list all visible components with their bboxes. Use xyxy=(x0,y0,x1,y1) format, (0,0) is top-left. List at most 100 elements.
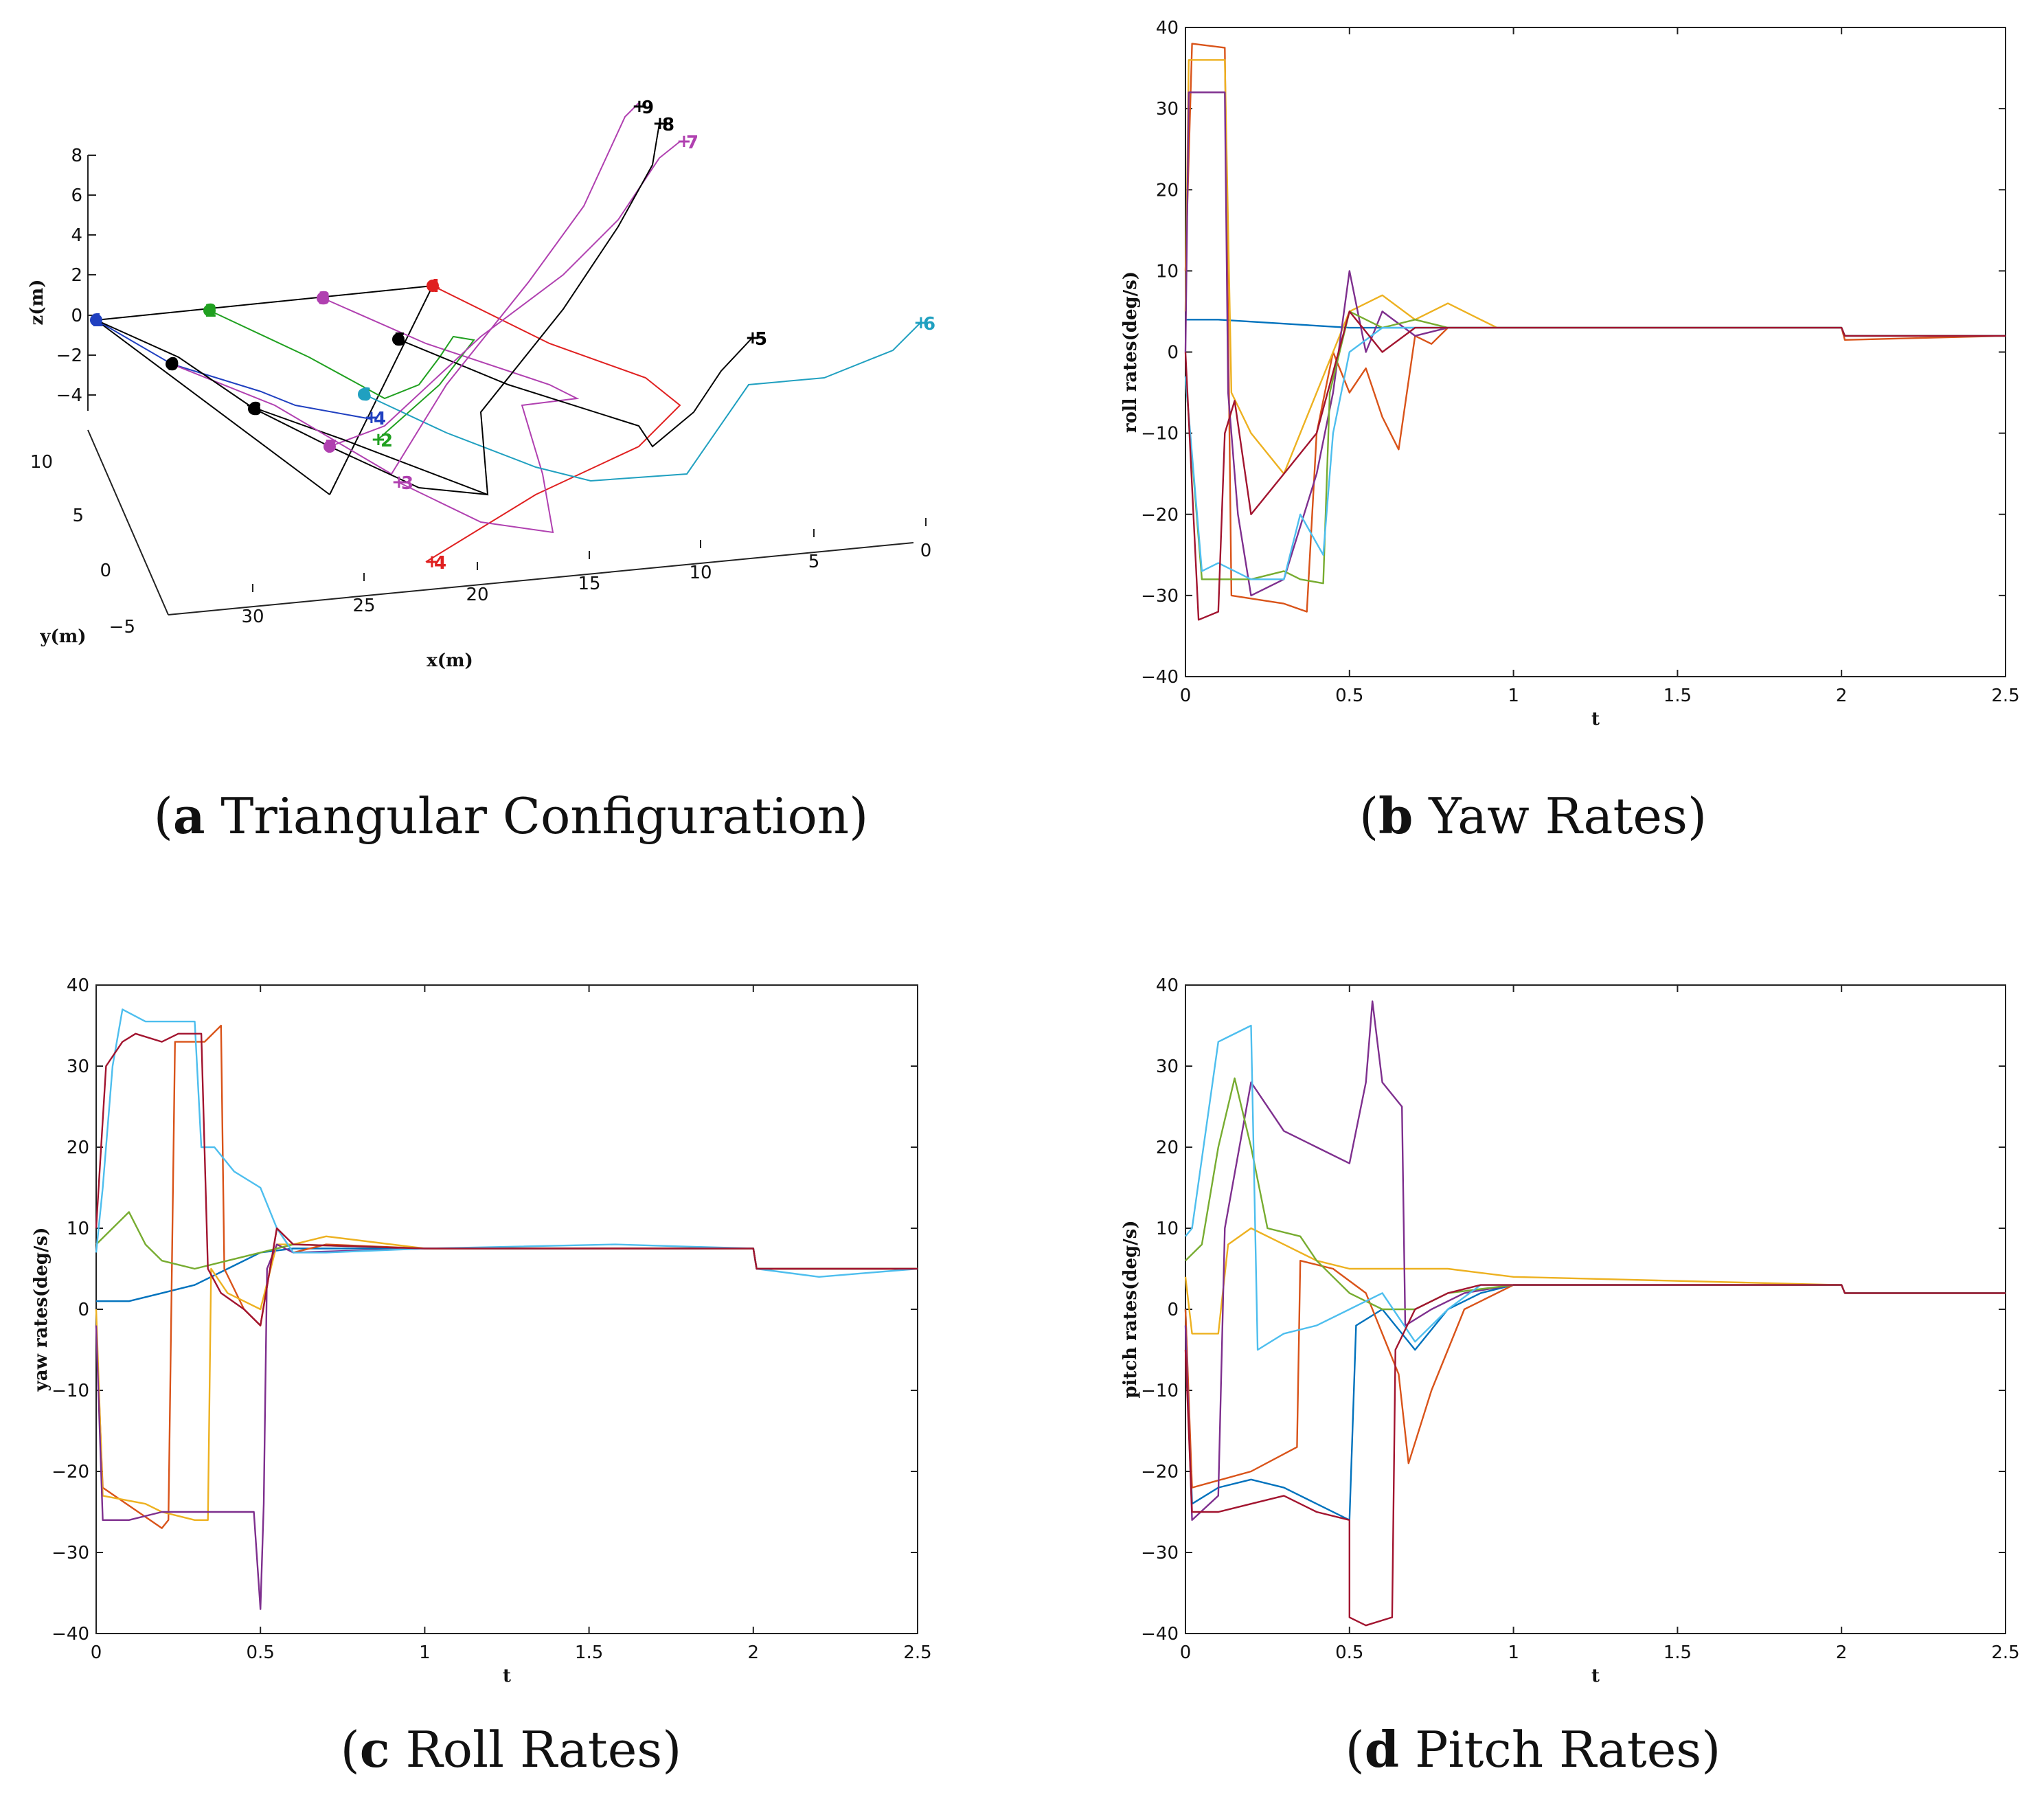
chart-d-svg: 0 0.5 1 1.5 2 2.5 40 30 20 10 0 −10 −20 −30 −40 t pitch … xyxy=(1120,975,2020,1686)
panel-a-triangular-configuration: 8 6 4 2 0 −2 −4 z(m) 10 5 0 −5 y(m) 30 25 20 15 10 5 0 x(m) 1… xyxy=(0,0,1022,910)
x-tick-label: 1 xyxy=(419,1642,431,1663)
x-tick-label: 30 xyxy=(241,607,264,627)
end-label: 4 xyxy=(434,553,446,574)
series-line-s7 xyxy=(1184,1284,2006,1627)
series-line-s4 xyxy=(1184,91,2006,597)
trajectory-line xyxy=(398,337,753,448)
x-tick-label: 0.5 xyxy=(1335,686,1363,706)
y-tick-label: 0 xyxy=(1167,343,1179,363)
series-line-s5 xyxy=(1184,310,2006,585)
series-line-s2 xyxy=(1184,1260,2006,1489)
start-label: 6 xyxy=(359,385,372,405)
trajectory-line xyxy=(95,319,488,495)
chart-c-svg: 0 0.5 1 1.5 2 2.5 40 30 20 10 0 −10 −20 −30 −40 t yaw ra… xyxy=(31,975,932,1686)
z-tick-label: 4 xyxy=(71,225,82,246)
end-label: 5 xyxy=(755,329,767,350)
x-tick-label: 0 xyxy=(1180,1642,1192,1663)
y-tick-label: 30 xyxy=(1156,99,1179,120)
x-tick-label: 2 xyxy=(1836,1642,1848,1663)
series-line-s3 xyxy=(1184,59,2006,475)
caption-a-text: Triangular Configuration xyxy=(205,787,850,845)
y-tick-label: −40 xyxy=(1141,1624,1179,1645)
start-label: 5 xyxy=(394,330,406,350)
y-tick-label: 0 xyxy=(1167,1300,1179,1320)
start-marker xyxy=(90,314,102,326)
y-tick-label: 20 xyxy=(67,1138,89,1158)
y-tick-label: 40 xyxy=(67,975,89,996)
start-label: 7 xyxy=(325,437,337,457)
end-label: 4 xyxy=(374,409,386,429)
end-label: 7 xyxy=(686,133,699,153)
x-tick-label: 2.5 xyxy=(1991,686,2019,706)
x-tick-label: 15 xyxy=(578,574,600,594)
trajectory-line xyxy=(425,285,681,563)
end-marker: + xyxy=(424,552,440,572)
x-tick-label: 2.5 xyxy=(903,1642,931,1663)
formation-edge xyxy=(95,285,433,321)
start-label: 3 xyxy=(318,289,330,309)
panel-c-roll-rates: 0 0.5 1 1.5 2 2.5 40 30 20 10 0 −10 −20 −30 −40 t yaw ra… xyxy=(0,910,1022,1819)
start-label: 2 xyxy=(205,301,217,321)
trajectory-line xyxy=(209,310,475,440)
x-tick-label: 10 xyxy=(689,563,712,583)
plot-frame xyxy=(1185,984,2006,1634)
series-line-s2 xyxy=(95,1024,918,1529)
end-label: 8 xyxy=(662,115,674,135)
start-label: 1 xyxy=(91,310,104,331)
y-tick-label: 10 xyxy=(67,1219,89,1239)
trajectory-line xyxy=(329,141,681,447)
start-marker xyxy=(427,280,439,292)
y-tick-label: 20 xyxy=(1156,180,1179,201)
caption-b-letter: b xyxy=(1378,787,1413,845)
trajectory-line xyxy=(171,102,639,475)
x-tick-label: 1 xyxy=(1508,1642,1519,1663)
x-axis-label: t xyxy=(1591,1666,1600,1686)
start-marker xyxy=(203,304,216,317)
plot-frame xyxy=(95,984,918,1634)
trajectory-line xyxy=(322,297,580,534)
caption-d-text: Pitch Rates xyxy=(1399,1721,1702,1778)
series-line-s7 xyxy=(1184,310,2006,621)
y-axis-label: roll rates(deg/s) xyxy=(1120,271,1141,433)
x-axis-label: t xyxy=(1591,709,1600,730)
x-tick-label: 0.5 xyxy=(1335,1642,1363,1663)
end-marker: + xyxy=(371,429,386,450)
y-axis-label: pitch rates(deg/s) xyxy=(1120,1220,1141,1398)
y-tick-label: 10 xyxy=(30,452,53,473)
caption-a-letter: a xyxy=(172,787,205,845)
trajectory-line xyxy=(363,322,921,482)
y-tick-label: −30 xyxy=(1141,1543,1179,1563)
x-axis-label: t xyxy=(503,1666,511,1686)
end-label: 2 xyxy=(381,431,393,451)
end-label: 9 xyxy=(641,98,654,118)
y-tick-label: −10 xyxy=(1141,1381,1179,1401)
z-tick-label: 8 xyxy=(71,146,82,166)
caption-b-text: Yaw Rates xyxy=(1413,787,1688,845)
y-tick-label: 30 xyxy=(1156,1057,1179,1077)
x-tick-label: 2 xyxy=(1836,686,1848,706)
series-line-s5 xyxy=(1185,1077,2006,1311)
x-tick-label: 0 xyxy=(91,1642,102,1663)
end-label: 3 xyxy=(401,473,413,494)
x-tick-label: 20 xyxy=(466,585,488,605)
y-tick-label: 0 xyxy=(78,1300,89,1320)
start-marker xyxy=(317,292,329,304)
caption-c-text: Roll Rates xyxy=(389,1721,663,1778)
formation-edge xyxy=(95,319,330,495)
z-axis-label: z(m) xyxy=(27,280,47,326)
end-marker: + xyxy=(364,407,379,428)
y-tick-label: 5 xyxy=(72,506,84,526)
panel-b-yaw-rates: 0 0.5 1 1.5 2 2.5 40 30 20 10 0 −10 −20 −30 −40 t roll r… xyxy=(1022,0,2044,910)
series-line-s6 xyxy=(1185,1024,2006,1351)
caption-d: (d Pitch Rates) xyxy=(1345,1720,1721,1778)
y-axis-line xyxy=(87,429,169,615)
series-line-s1 xyxy=(1184,1284,2006,1521)
series-line-s5 xyxy=(95,1211,918,1270)
y-tick-label: −40 xyxy=(1141,667,1179,688)
caption-b: (b Yaw Rates) xyxy=(1359,787,1707,845)
panel-d-pitch-rates: 0 0.5 1 1.5 2 2.5 40 30 20 10 0 −10 −20 −30 −40 t pitch … xyxy=(1022,910,2044,1819)
caption-d-letter: d xyxy=(1364,1720,1400,1778)
y-tick-label: 40 xyxy=(1156,18,1179,38)
formation-edge xyxy=(329,285,433,495)
y-tick-label: −10 xyxy=(1141,424,1179,444)
